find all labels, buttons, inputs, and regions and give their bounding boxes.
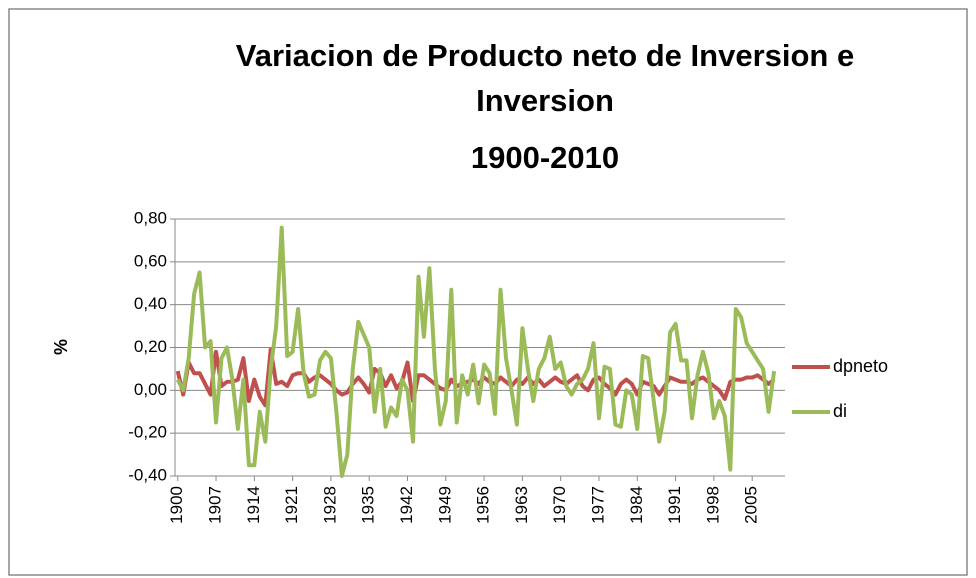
x-tick-label: 1942 bbox=[397, 486, 416, 524]
y-tick-label: 0,60 bbox=[134, 251, 167, 270]
x-tick-label: 1984 bbox=[627, 486, 646, 524]
chart-title: 1900-2010 bbox=[471, 140, 619, 175]
x-tick-label: 1963 bbox=[512, 486, 531, 524]
x-tick-label: 1914 bbox=[244, 486, 263, 524]
chart-title: Variacion de Producto neto de Inversion … bbox=[236, 38, 854, 73]
chart-border bbox=[8, 8, 968, 576]
x-tick-label: 1949 bbox=[435, 486, 454, 524]
legend-label: dpneto bbox=[833, 356, 888, 376]
x-tick-label: 1977 bbox=[588, 486, 607, 524]
x-tick-label: 1907 bbox=[206, 486, 225, 524]
x-tick-label: 1970 bbox=[550, 486, 569, 524]
x-tick-label: 1991 bbox=[665, 486, 684, 524]
x-tick-label: 2005 bbox=[742, 486, 761, 524]
y-tick-label: -0,40 bbox=[128, 465, 167, 484]
series-line bbox=[175, 225, 777, 478]
x-tick-label: 1935 bbox=[359, 486, 378, 524]
x-tick-label: 1998 bbox=[703, 486, 722, 524]
x-tick-label: 1900 bbox=[167, 486, 186, 524]
y-tick-label: -0,20 bbox=[128, 423, 167, 442]
y-tick-label: 0,40 bbox=[134, 294, 167, 313]
chart-title: Inversion bbox=[476, 83, 614, 118]
x-tick-label: 1956 bbox=[474, 486, 493, 524]
y-tick-label: 0,00 bbox=[134, 380, 167, 399]
x-tick-label: 1921 bbox=[282, 486, 301, 524]
y-tick-label: 0,20 bbox=[134, 337, 167, 356]
legend-label: di bbox=[833, 401, 847, 421]
y-tick-label: 0,80 bbox=[134, 208, 167, 227]
x-tick-label: 1928 bbox=[320, 486, 339, 524]
y-axis-title: % bbox=[51, 339, 71, 355]
